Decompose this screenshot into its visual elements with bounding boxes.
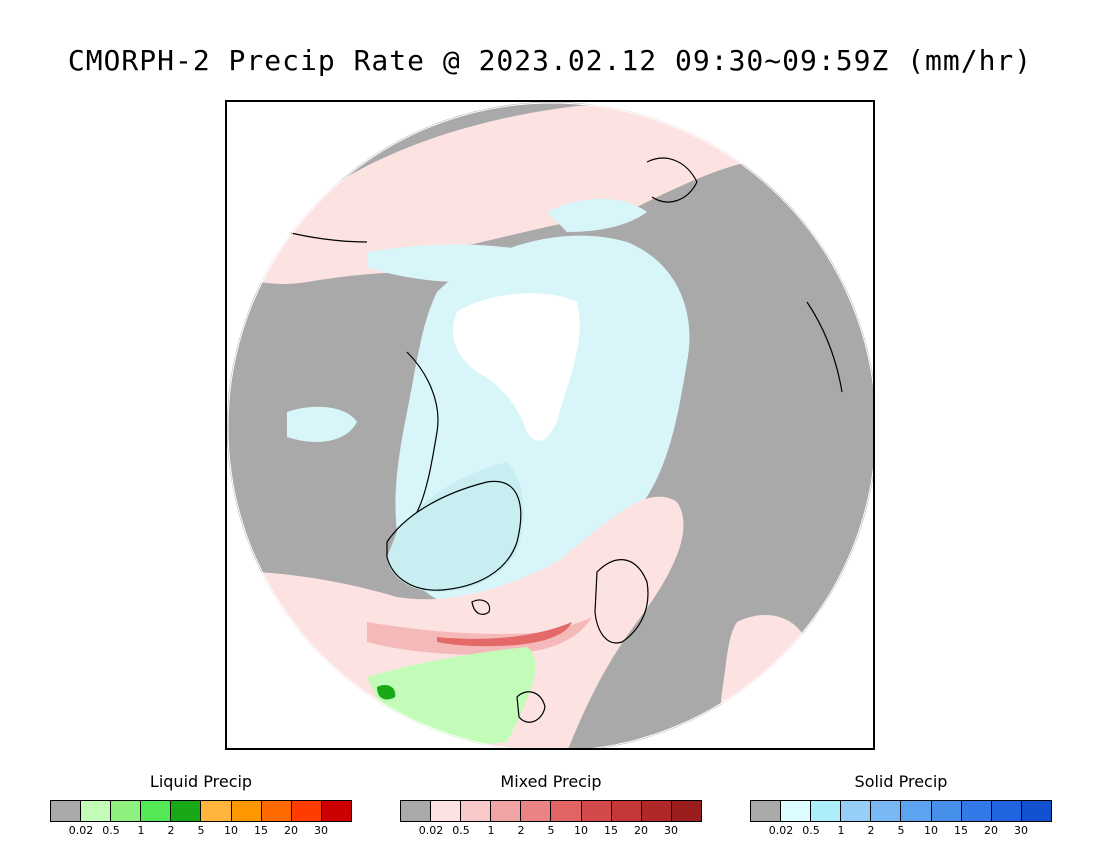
legend-tick-label: 5 xyxy=(897,824,905,837)
legend-swatch xyxy=(51,801,82,821)
legend-tick-label: 15 xyxy=(604,824,618,837)
legend-tick-label: 20 xyxy=(984,824,998,837)
polar-precip-map xyxy=(227,102,873,748)
okhotsk-mixed-patch xyxy=(457,146,512,166)
legend-swatch xyxy=(521,801,552,821)
legend-swatch xyxy=(671,801,701,821)
alaska-coast xyxy=(286,231,368,243)
legend-swatch xyxy=(581,801,612,821)
atlantic-heavy-mixed-streak xyxy=(437,622,572,647)
canada-snow-patch xyxy=(287,406,357,442)
legend-tick-label: 1 xyxy=(837,824,845,837)
legend-tick-label: 5 xyxy=(197,824,205,837)
legend-tick-label: 10 xyxy=(924,824,938,837)
legend-mixed-ticks: 0.02 0.5 1 2 5 10 15 20 30 xyxy=(400,824,702,838)
legend-tick-label: 30 xyxy=(314,824,328,837)
legend-solid-precip: Solid Precip 0.02 0.5 1 2 5 10 15 20 30 xyxy=(750,772,1052,838)
legend-swatch xyxy=(81,801,112,821)
pacific-mixed-precip-region xyxy=(287,102,747,268)
legend-tick-label: 0.02 xyxy=(768,824,794,837)
legend-tick-label: 15 xyxy=(254,824,268,837)
legend-tick-label: 30 xyxy=(664,824,678,837)
legend-swatch xyxy=(291,801,322,821)
greenland-coast xyxy=(386,480,522,591)
legend-swatch xyxy=(641,801,672,821)
map-title: CMORPH-2 Precip Rate @ 2023.02.12 09:30~… xyxy=(67,44,1033,77)
legend-tick-label: 0.02 xyxy=(68,824,94,837)
legend-liquid-colorbar xyxy=(50,800,352,822)
legend-tick-label: 15 xyxy=(954,824,968,837)
polar-map-frame xyxy=(225,100,875,750)
legend-tick-label: 10 xyxy=(574,824,588,837)
legend-swatch xyxy=(491,801,522,821)
sea-ice-no-data xyxy=(453,293,580,441)
legend-swatch xyxy=(431,801,462,821)
legend-tick-label: 0.5 xyxy=(802,824,820,837)
legend-tick-label: 0.5 xyxy=(102,824,120,837)
legend-swatch xyxy=(261,801,292,821)
legend-swatch xyxy=(171,801,202,821)
legend-swatch xyxy=(961,801,992,821)
legend-liquid-ticks: 0.02 0.5 1 2 5 10 15 20 30 xyxy=(50,824,352,838)
canada-coast-line xyxy=(406,351,439,513)
legend-tick-label: 5 xyxy=(547,824,555,837)
legend-swatch xyxy=(781,801,812,821)
legend-mixed-colorbar xyxy=(400,800,702,822)
legend-swatch xyxy=(141,801,172,821)
legend-swatch xyxy=(991,801,1022,821)
kamchatka-coast xyxy=(646,157,698,203)
legend-liquid-title: Liquid Precip xyxy=(149,772,253,791)
legend-swatch xyxy=(551,801,582,821)
legend-swatch xyxy=(751,801,782,821)
legend-tick-label: 30 xyxy=(1014,824,1028,837)
scandinavia-coast xyxy=(594,559,649,644)
legend-swatch xyxy=(321,801,351,821)
legend-tick-label: 20 xyxy=(634,824,648,837)
legend-mixed-title: Mixed Precip xyxy=(500,772,602,791)
legend-tick-label: 1 xyxy=(137,824,145,837)
legend-swatch xyxy=(871,801,902,821)
legend-tick-label: 2 xyxy=(867,824,875,837)
siberia-snow-streak xyxy=(547,198,647,232)
legend-solid-ticks: 0.02 0.5 1 2 5 10 15 20 30 xyxy=(750,824,1052,838)
legend-swatch xyxy=(231,801,262,821)
legend-tick-label: 20 xyxy=(284,824,298,837)
legend-tick-label: 0.5 xyxy=(452,824,470,837)
legend-swatch xyxy=(1021,801,1051,821)
greenland-snow xyxy=(387,462,524,592)
legend-tick-label: 10 xyxy=(224,824,238,837)
legend-solid-title: Solid Precip xyxy=(854,772,948,791)
legend-tick-label: 0.02 xyxy=(418,824,444,837)
legend-swatch xyxy=(111,801,142,821)
coastlines xyxy=(286,157,843,723)
british-isles-coast xyxy=(516,691,546,723)
legend-swatch xyxy=(811,801,842,821)
map-disc-edge xyxy=(227,102,873,748)
legend-swatch xyxy=(611,801,642,821)
legend-tick-label: 1 xyxy=(487,824,495,837)
atlantic-mixed-band xyxy=(367,617,592,655)
legend-swatch xyxy=(201,801,232,821)
europe-mixed-region xyxy=(721,614,807,735)
legend-mixed-precip: Mixed Precip 0.02 0.5 1 2 5 10 15 20 30 xyxy=(400,772,702,838)
legend-liquid-precip: Liquid Precip 0.02 0.5 1 2 5 10 15 20 30 xyxy=(50,772,352,838)
legend-swatch xyxy=(901,801,932,821)
legend-swatch xyxy=(931,801,962,821)
legend-swatch xyxy=(461,801,492,821)
legend-swatch xyxy=(841,801,872,821)
siberia-coast xyxy=(806,301,843,393)
legend-solid-colorbar xyxy=(750,800,1052,822)
legend-swatch xyxy=(401,801,432,821)
heavy-rain-cell xyxy=(377,685,396,700)
legend-tick-label: 2 xyxy=(167,824,175,837)
legend-tick-label: 2 xyxy=(517,824,525,837)
iceland-coast xyxy=(471,599,491,615)
